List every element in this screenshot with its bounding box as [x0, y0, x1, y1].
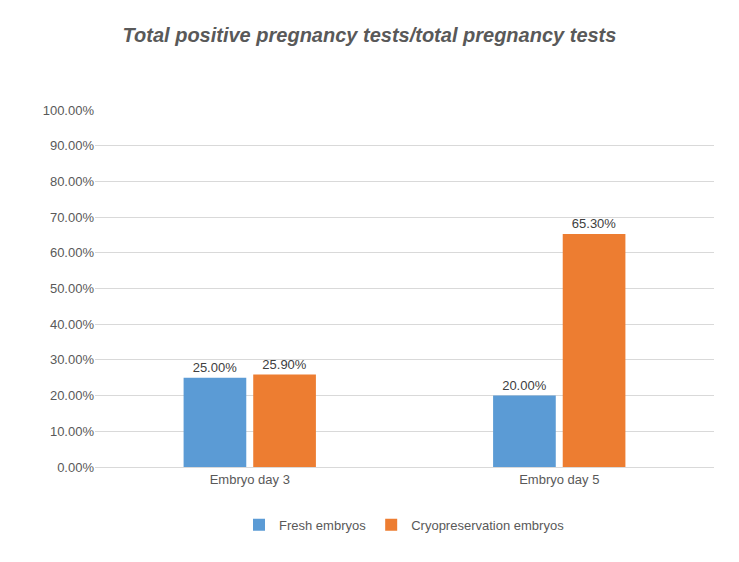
svg-text:80.00%: 80.00%: [50, 174, 95, 189]
svg-text:10.00%: 10.00%: [50, 424, 95, 439]
svg-text:25.90%: 25.90%: [262, 357, 307, 372]
svg-text:65.30%: 65.30%: [572, 216, 617, 231]
svg-text:30.00%: 30.00%: [50, 352, 95, 367]
svg-text:Embryo day 3: Embryo day 3: [210, 472, 290, 487]
svg-text:25.00%: 25.00%: [193, 360, 238, 375]
svg-text:100.00%: 100.00%: [43, 103, 95, 118]
svg-text:Total positive pregnancy tests: Total positive pregnancy tests/total pre…: [123, 24, 617, 46]
svg-text:70.00%: 70.00%: [50, 210, 95, 225]
svg-text:50.00%: 50.00%: [50, 281, 95, 296]
svg-text:60.00%: 60.00%: [50, 245, 95, 260]
svg-text:Embryo day 5: Embryo day 5: [519, 472, 599, 487]
svg-text:Cryopreservation embryos: Cryopreservation embryos: [411, 518, 564, 533]
svg-text:40.00%: 40.00%: [50, 317, 95, 332]
svg-text:90.00%: 90.00%: [50, 138, 95, 153]
svg-text:0.00%: 0.00%: [57, 460, 94, 475]
svg-text:Fresh embryos: Fresh embryos: [279, 518, 366, 533]
svg-text:20.00%: 20.00%: [502, 378, 547, 393]
svg-text:20.00%: 20.00%: [50, 388, 95, 403]
